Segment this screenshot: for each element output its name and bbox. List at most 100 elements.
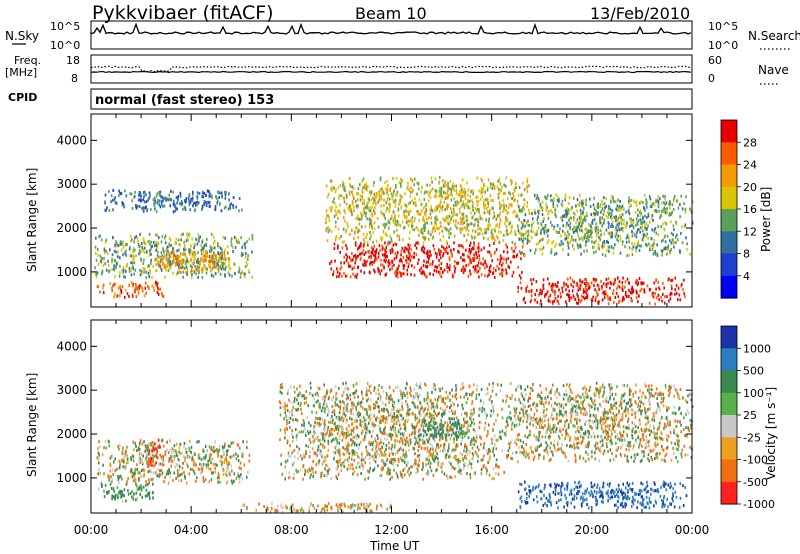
velocity-cell bbox=[316, 391, 319, 395]
power-cell bbox=[448, 222, 450, 226]
power-cell bbox=[668, 200, 671, 204]
velocity-cell bbox=[152, 446, 155, 450]
power-cell bbox=[347, 206, 350, 210]
velocity-cell bbox=[311, 469, 313, 473]
power-cell bbox=[422, 241, 425, 245]
velocity-cell bbox=[127, 489, 129, 493]
velocity-cell bbox=[158, 462, 160, 466]
power-cell bbox=[367, 197, 370, 200]
power-cell bbox=[161, 235, 164, 239]
power-cell bbox=[381, 187, 383, 191]
power-cell bbox=[542, 206, 544, 210]
power-cell bbox=[635, 223, 637, 227]
velocity-cell bbox=[120, 494, 123, 498]
velocity-cell bbox=[491, 389, 494, 393]
power-cell bbox=[682, 288, 684, 292]
velocity-cell bbox=[152, 496, 154, 500]
velocity-cell bbox=[130, 456, 132, 460]
power-cell bbox=[667, 278, 670, 282]
power-cell bbox=[572, 231, 575, 234]
velocity-cell bbox=[391, 433, 394, 437]
power-cell bbox=[175, 241, 177, 245]
power-cell bbox=[217, 264, 220, 268]
velocity-cell bbox=[369, 467, 371, 471]
power-cell bbox=[572, 294, 575, 298]
power-cell bbox=[414, 243, 416, 247]
velocity-cell bbox=[227, 460, 230, 464]
power-cell bbox=[170, 251, 173, 255]
power-cell bbox=[388, 209, 391, 213]
power-cell bbox=[480, 228, 482, 232]
power-cell bbox=[365, 263, 367, 267]
velocity-cell bbox=[152, 482, 154, 486]
power-cell bbox=[396, 234, 399, 237]
power-cell bbox=[178, 263, 180, 267]
power-cell bbox=[660, 295, 662, 299]
power-cell bbox=[362, 212, 364, 216]
power-cell bbox=[639, 218, 642, 222]
power-cell bbox=[603, 209, 606, 213]
power-cell bbox=[421, 186, 423, 190]
power-cell bbox=[434, 177, 437, 181]
power-cell bbox=[148, 196, 150, 200]
power-cell bbox=[521, 208, 523, 212]
power-cell bbox=[617, 276, 619, 280]
power-cell bbox=[448, 214, 451, 218]
velocity-cell bbox=[184, 459, 186, 463]
power-cell bbox=[550, 249, 553, 253]
power-cell bbox=[540, 222, 542, 226]
velocity-cell bbox=[161, 463, 163, 467]
power-cell bbox=[454, 269, 456, 273]
power-cell bbox=[421, 269, 424, 273]
power-cell bbox=[397, 275, 399, 279]
power-cell bbox=[636, 222, 639, 226]
power-cell bbox=[448, 266, 451, 270]
power-cell bbox=[94, 251, 97, 255]
power-cell bbox=[139, 251, 141, 255]
power-cell bbox=[605, 239, 608, 243]
power-cell bbox=[468, 207, 471, 210]
power-cell bbox=[623, 222, 625, 226]
power-cell bbox=[406, 210, 408, 214]
power-cell bbox=[651, 217, 653, 221]
nave-trace bbox=[91, 65, 692, 73]
velocity-cell bbox=[152, 456, 154, 460]
power-cell bbox=[193, 251, 196, 255]
power-cell bbox=[623, 218, 625, 222]
power-cell bbox=[612, 292, 614, 296]
power-cell bbox=[384, 225, 386, 229]
power-cell bbox=[372, 202, 374, 206]
power-cell bbox=[635, 296, 638, 299]
power-cell bbox=[356, 198, 359, 202]
power-cell bbox=[172, 190, 175, 194]
velocity-cell bbox=[145, 480, 147, 484]
power-cell bbox=[389, 189, 391, 193]
power-cell bbox=[564, 193, 567, 197]
power-cell bbox=[247, 254, 249, 258]
power-cell bbox=[570, 238, 573, 242]
power-cell bbox=[133, 194, 136, 198]
power-cell bbox=[630, 198, 632, 202]
power-cell bbox=[163, 250, 165, 254]
power-cell bbox=[604, 291, 607, 295]
power-cell bbox=[619, 200, 621, 203]
power-cell bbox=[541, 213, 544, 217]
power-cell bbox=[655, 231, 657, 235]
power-cell bbox=[632, 226, 635, 230]
power-cell bbox=[439, 199, 442, 203]
power-cell bbox=[326, 239, 329, 243]
power-cell bbox=[176, 257, 178, 261]
power-cell bbox=[375, 239, 378, 243]
power-cell bbox=[621, 227, 624, 230]
power-cell bbox=[413, 251, 416, 255]
velocity-cell bbox=[415, 440, 417, 444]
power-cell bbox=[224, 248, 226, 252]
power-cell bbox=[143, 270, 145, 274]
velocity-cell bbox=[134, 479, 137, 483]
power-cell bbox=[140, 194, 142, 198]
power-cell bbox=[409, 195, 412, 198]
power-cell bbox=[97, 263, 100, 266]
power-cell bbox=[619, 234, 622, 238]
power-cell bbox=[449, 231, 451, 235]
